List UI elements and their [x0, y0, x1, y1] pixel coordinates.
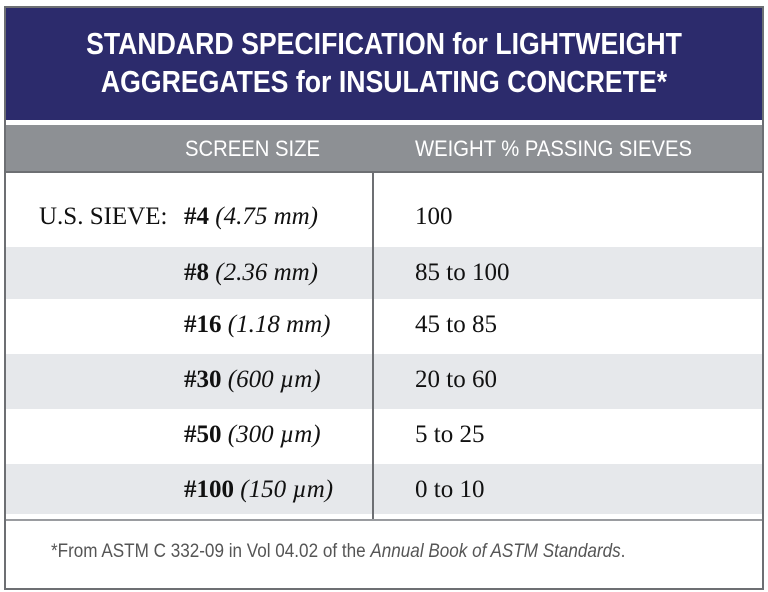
sieve-number: #4: [184, 203, 209, 230]
footnote-divider: [6, 519, 762, 521]
sieve-number: #50: [184, 421, 222, 448]
sieve-opening: (150 µm): [240, 476, 334, 503]
percent-passing: 0 to 10: [415, 476, 485, 503]
column-header: SCREEN SIZE: [185, 136, 320, 161]
table-row: #30 (600 µm) 20 to 60: [6, 354, 762, 409]
percent-passing: 100: [415, 203, 453, 230]
title-line: AGGREGATES for INSULATING CONCRETE*: [100, 64, 668, 99]
sieve-opening: (1.18 mm): [227, 311, 331, 338]
sieve-opening: (2.36 mm): [215, 259, 319, 286]
footnote: *From ASTM C 332-09 in Vol 04.02 of the …: [51, 541, 625, 563]
screen-size: #16 (1.18 mm): [184, 311, 331, 339]
title-banner: STANDARD SPECIFICATION for LIGHTWEIGHT A…: [6, 8, 762, 120]
footnote-text: *From ASTM C 332-09 in Vol 04.02 of the: [51, 541, 371, 562]
spec-table: STANDARD SPECIFICATION for LIGHTWEIGHT A…: [4, 6, 764, 590]
table-row: #100 (150 µm) 0 to 10: [6, 464, 762, 514]
title-line: STANDARD SPECIFICATION for LIGHTWEIGHT: [86, 26, 682, 61]
column-header: WEIGHT % PASSING SIEVES: [415, 136, 693, 161]
sieve-opening: (300 µm): [227, 421, 321, 448]
header-row: SCREEN SIZE WEIGHT % PASSING SIEVES: [6, 125, 762, 173]
table-row: #50 (300 µm) 5 to 25: [6, 409, 762, 464]
screen-size: #4 (4.75 mm): [184, 203, 318, 231]
screen-size: #50 (300 µm): [184, 421, 321, 449]
percent-passing: 5 to 25: [415, 421, 485, 448]
screen-size: #30 (600 µm): [184, 366, 321, 394]
table-row: #16 (1.18 mm) 45 to 85: [6, 299, 762, 354]
percent-passing: 85 to 100: [415, 259, 510, 286]
percent-passing: 45 to 85: [415, 311, 497, 338]
sieve-opening: (600 µm): [227, 366, 321, 393]
sieve-number: #100: [184, 476, 234, 503]
footnote-italic: Annual Book of ASTM Standards: [370, 541, 621, 562]
sieve-number: #30: [184, 366, 222, 393]
footnote-end: .: [620, 541, 626, 562]
percent-passing: 20 to 60: [415, 366, 497, 393]
table-row: U.S. SIEVE: #4 (4.75 mm) 100: [6, 173, 762, 247]
screen-size: #8 (2.36 mm): [184, 259, 318, 287]
column-divider: [372, 173, 374, 520]
sieve-number: #8: [184, 259, 209, 286]
row-label: U.S. SIEVE:: [39, 203, 168, 230]
table-row: #8 (2.36 mm) 85 to 100: [6, 247, 762, 299]
sieve-number: #16: [184, 311, 222, 338]
screen-size: #100 (150 µm): [184, 476, 333, 504]
sieve-opening: (4.75 mm): [215, 203, 319, 230]
